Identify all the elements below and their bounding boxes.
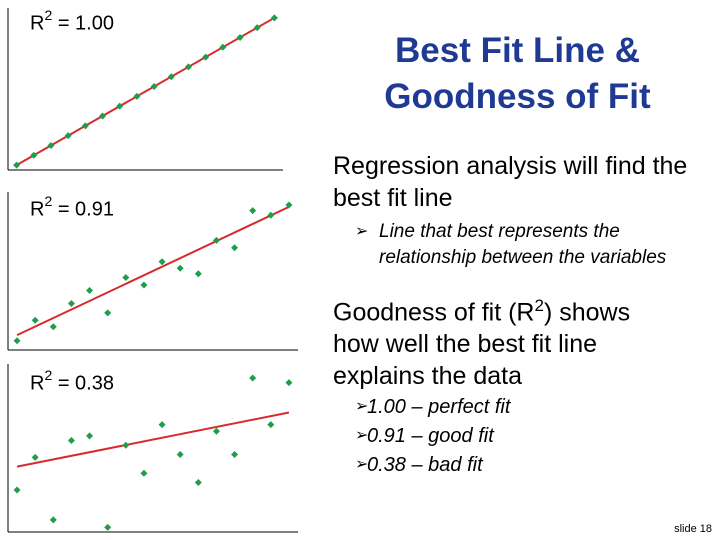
data-point xyxy=(31,316,39,324)
r2-label-3: R2 = 0.38 xyxy=(30,367,114,395)
data-point xyxy=(86,287,94,295)
data-point xyxy=(122,441,130,449)
data-point xyxy=(13,486,21,494)
data-point xyxy=(249,207,257,215)
data-point xyxy=(194,479,202,487)
data-point xyxy=(104,523,112,531)
data-point xyxy=(202,53,210,61)
data-point xyxy=(116,102,124,110)
data-point xyxy=(140,281,148,289)
sub-bullet-text: Line that best represents the relationsh… xyxy=(379,221,667,268)
data-point xyxy=(49,516,57,524)
data-point xyxy=(285,379,293,387)
data-point xyxy=(270,14,278,22)
data-point xyxy=(30,151,38,159)
fit-line xyxy=(16,205,290,337)
data-point xyxy=(150,83,158,91)
data-point xyxy=(231,451,239,459)
paragraph-goodness: Goodness of fit (R2) shows how well the … xyxy=(333,296,631,391)
data-point xyxy=(140,469,148,477)
data-point xyxy=(231,244,239,252)
data-point xyxy=(133,92,141,100)
data-point xyxy=(194,270,202,278)
data-point xyxy=(219,43,227,51)
paragraph-regression: Regression analysis will find the best f… xyxy=(333,152,688,212)
data-point xyxy=(176,451,184,459)
data-point xyxy=(212,236,220,244)
data-point xyxy=(13,337,21,345)
data-point xyxy=(212,427,220,435)
data-point xyxy=(158,258,166,266)
arrow-bullet-icon: ➢ xyxy=(355,398,369,415)
r2-label-1: R2 = 1.00 xyxy=(30,7,114,35)
data-point xyxy=(176,264,184,272)
arrow-bullet-icon: ➢ xyxy=(355,456,369,473)
data-point xyxy=(122,274,130,282)
data-point xyxy=(67,300,75,308)
data-point xyxy=(267,211,275,219)
data-point xyxy=(99,112,107,120)
data-point xyxy=(236,33,244,41)
scatter-plots xyxy=(7,8,298,533)
data-point xyxy=(158,421,166,429)
data-point xyxy=(64,132,72,140)
fit-bullet-1: ➢ 1.00 – perfect fit xyxy=(355,396,511,418)
data-point xyxy=(184,63,192,71)
data-point xyxy=(285,201,293,209)
data-point xyxy=(47,141,55,149)
fit-bullet-2: ➢ 0.91 – good fit xyxy=(355,425,494,447)
arrow-bullet-icon: ➢ xyxy=(355,223,369,240)
fit-line xyxy=(16,411,290,468)
fit-line xyxy=(16,16,275,166)
slide-number: slide 18 xyxy=(674,523,712,535)
fit-bullet-3: ➢ 0.38 – bad fit xyxy=(355,454,483,476)
data-point xyxy=(81,122,89,130)
arrow-bullet-icon: ➢ xyxy=(355,427,369,444)
slide-title: Best Fit Line & Goodness of Fit xyxy=(384,31,651,116)
data-point xyxy=(104,309,112,317)
data-point xyxy=(253,24,261,32)
data-point xyxy=(167,73,175,81)
data-point xyxy=(249,374,257,382)
r2-label-2: R2 = 0.91 xyxy=(30,193,114,221)
data-point xyxy=(267,421,275,429)
data-point xyxy=(31,453,39,461)
data-point xyxy=(86,432,94,440)
data-point xyxy=(49,323,57,331)
data-point xyxy=(13,161,21,169)
data-point xyxy=(67,437,75,445)
